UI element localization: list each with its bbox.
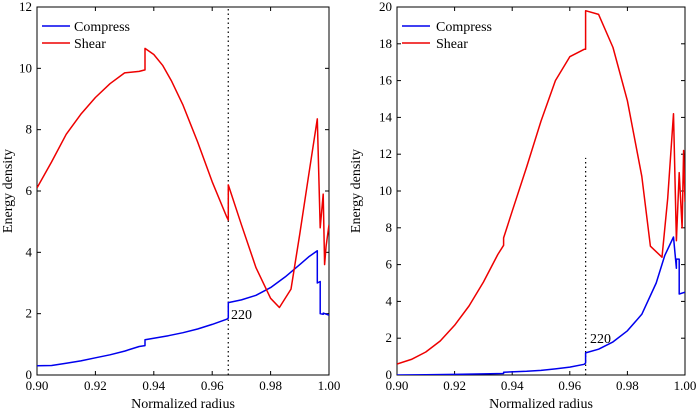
x-tick-label: 0.92 xyxy=(443,378,466,393)
y-tick-label: 10 xyxy=(19,60,32,75)
y-tick-label: 20 xyxy=(379,0,392,14)
x-tick-label: 0.98 xyxy=(616,378,639,393)
annotation-220: 220 xyxy=(590,332,611,347)
y-tick-label: 2 xyxy=(386,330,393,345)
x-tick-label: 1.00 xyxy=(318,378,341,393)
series-line-compress xyxy=(37,250,329,367)
series-line-shear xyxy=(37,47,329,309)
x-tick-label: 1.00 xyxy=(674,378,697,393)
legend-label-compress: Compress xyxy=(74,20,130,35)
series-line-shear xyxy=(397,9,685,365)
y-tick-label: 2 xyxy=(26,306,33,321)
series-line-compress xyxy=(397,236,685,375)
y-tick-label: 8 xyxy=(26,122,33,137)
legend-label-compress: Compress xyxy=(436,20,492,35)
y-tick-label: 8 xyxy=(386,220,393,235)
x-tick-label: 0.96 xyxy=(558,378,581,393)
y-tick-label: 16 xyxy=(379,73,393,88)
y-tick-label: 10 xyxy=(379,183,392,198)
y-tick-label: 0 xyxy=(26,367,33,382)
y-tick-label: 18 xyxy=(379,36,392,51)
y-tick-label: 4 xyxy=(26,244,33,259)
y-tick-label: 4 xyxy=(386,293,393,308)
y-tick-label: 6 xyxy=(26,183,33,198)
plot-frame xyxy=(396,6,686,376)
chart-panel-right: Compress Shear Normalized radius Energy … xyxy=(349,0,696,412)
x-tick-label: 0.92 xyxy=(84,378,107,393)
x-axis-label: Normalized radius xyxy=(489,397,593,412)
x-axis-label: Normalized radius xyxy=(131,397,235,412)
y-tick-label: 12 xyxy=(379,146,392,161)
x-tick-label: 0.96 xyxy=(201,378,224,393)
y-tick-label: 6 xyxy=(386,257,393,272)
legend-label-shear: Shear xyxy=(436,37,468,52)
y-tick-label: 14 xyxy=(379,109,393,124)
y-axis-label: Energy density xyxy=(349,149,364,233)
x-tick-label: 0.94 xyxy=(142,378,165,393)
x-tick-label: 0.90 xyxy=(386,378,409,393)
y-tick-label: 0 xyxy=(386,367,393,382)
annotation-220: 220 xyxy=(231,308,252,323)
chart-panel-left: Compress Shear Normalized radius Energy … xyxy=(1,0,340,412)
x-tick-label: 0.90 xyxy=(26,378,49,393)
x-tick-label: 0.98 xyxy=(259,378,282,393)
x-tick-label: 0.94 xyxy=(501,378,524,393)
plot-frame xyxy=(36,6,330,376)
y-tick-label: 12 xyxy=(19,0,32,14)
legend-label-shear: Shear xyxy=(74,37,106,52)
y-axis-label: Energy density xyxy=(1,149,16,233)
